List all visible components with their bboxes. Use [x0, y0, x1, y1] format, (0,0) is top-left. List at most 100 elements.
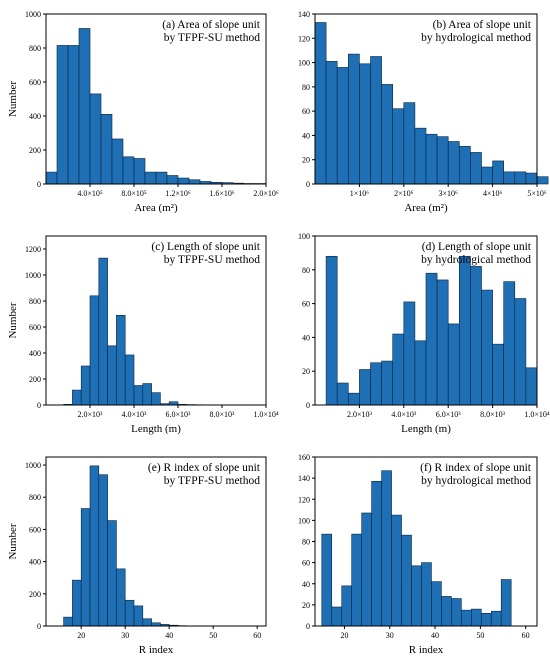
bar	[336, 67, 349, 185]
x-tick-label: 20	[340, 631, 348, 640]
y-tick-label: 400	[29, 349, 41, 358]
chart-title-line: by TFPF-SU method	[164, 254, 261, 266]
y-tick-label: 200	[29, 375, 41, 384]
plot-frame	[45, 456, 267, 627]
bar	[536, 176, 549, 185]
bar	[325, 61, 338, 185]
bar	[470, 266, 482, 406]
x-tick-label: 1.0×10⁴	[253, 410, 279, 419]
plot-frame	[45, 13, 267, 185]
y-tick-label: 600	[29, 525, 41, 534]
chart-title-line: (d) Length of slope unit	[422, 241, 532, 253]
y-axis-label: Number	[7, 523, 19, 559]
chart-panel-1: 0 200 400 600 800 1000 4.0×10⁵ 8.0×10⁵ 1.2×10⁶ 1.…	[7, 10, 279, 214]
x-axis-label: Area (m²)	[404, 202, 448, 214]
chart-title-line: (e) R index of slope unit	[148, 462, 261, 474]
bar	[45, 171, 58, 185]
x-tick-label: 6.0×10³	[166, 410, 192, 419]
bar	[80, 365, 91, 406]
y-tick-label: 60	[302, 107, 310, 116]
x-tick-label: 1.2×10⁶	[165, 189, 191, 198]
plot-frame	[314, 13, 538, 185]
chart-title-line: by TFPF-SU method	[164, 32, 261, 44]
x-tick-label: 1.6×10⁶	[209, 189, 235, 198]
bar	[441, 596, 452, 627]
y-tick-label: 140	[298, 474, 310, 483]
y-tick-label: 200	[29, 146, 41, 155]
x-tick-label: 8.0×10⁵	[121, 189, 147, 198]
bar	[525, 172, 538, 185]
bar	[133, 158, 146, 185]
bar	[451, 598, 462, 627]
chart-title-line: (a) Area of slope unit	[162, 19, 261, 31]
bar	[525, 367, 538, 406]
bar	[116, 568, 126, 627]
y-tick-label: 80	[302, 538, 310, 547]
y-tick-label: 120	[298, 34, 310, 43]
x-tick-label: 4.0×10⁵	[77, 189, 103, 198]
x-tick-label: 4.0×10³	[122, 410, 148, 419]
bar	[78, 28, 91, 185]
chart-title: (b) Area of slope unit by hydrological me…	[421, 19, 532, 44]
y-tick-label: 100	[298, 516, 310, 525]
bar	[144, 171, 157, 185]
bar	[89, 93, 102, 185]
bar	[314, 22, 327, 185]
y-tick-label: 0	[306, 622, 310, 631]
bar	[122, 156, 135, 185]
x-axis-label: Length (m)	[401, 423, 451, 435]
x-tick-label: 40	[165, 631, 173, 640]
bar	[458, 255, 471, 406]
bar	[514, 171, 527, 185]
plot-frame	[314, 235, 538, 406]
bar	[392, 333, 405, 406]
y-tick-label: 60	[302, 559, 310, 568]
bar	[461, 609, 472, 627]
y-axis-label: Number	[7, 302, 19, 338]
bar	[490, 610, 502, 627]
bar	[124, 599, 135, 627]
bar	[100, 114, 113, 185]
y-tick-label: 20	[302, 367, 310, 376]
chart-title-line: by hydrological method	[421, 32, 531, 44]
x-tick-label: 2.0×10³	[78, 410, 104, 419]
bar	[370, 56, 382, 185]
y-tick-label: 40	[302, 131, 310, 140]
x-tick-label: 2×10⁶	[394, 189, 414, 198]
bar	[166, 175, 179, 185]
bar	[381, 470, 392, 627]
bar	[503, 281, 516, 406]
bar	[361, 512, 372, 627]
bar	[155, 171, 168, 185]
bar	[331, 606, 343, 627]
bar	[391, 514, 402, 627]
chart-title: (d) Length of slope unit by hydrological …	[421, 241, 532, 266]
bar	[421, 562, 432, 627]
bar	[425, 272, 438, 406]
x-tick-label: 2.0×10³	[347, 410, 373, 419]
y-tick-label: 1000	[25, 10, 41, 19]
bar	[470, 152, 482, 185]
bar	[414, 340, 427, 406]
bar	[480, 613, 492, 627]
bar	[471, 608, 482, 627]
y-tick-label: 60	[302, 300, 310, 309]
chart-title-line: by hydrological method	[421, 475, 531, 487]
bar	[481, 166, 493, 185]
x-tick-label: 1.0×10⁴	[524, 410, 550, 419]
bar	[381, 84, 394, 185]
bar	[142, 383, 152, 406]
x-tick-label: 3×10⁶	[439, 189, 459, 198]
chart-title-line: (c) Length of slope unit	[151, 241, 260, 253]
y-tick-label: 20	[302, 156, 310, 165]
y-tick-label: 400	[29, 558, 41, 567]
y-tick-label: 600	[29, 78, 41, 87]
bar	[188, 179, 201, 185]
bar	[500, 579, 512, 627]
x-tick-label: 20	[77, 631, 85, 640]
bar	[414, 127, 427, 185]
bar	[431, 581, 442, 627]
bar	[403, 301, 416, 406]
x-tick-label: 50	[476, 631, 484, 640]
bar	[133, 385, 144, 406]
